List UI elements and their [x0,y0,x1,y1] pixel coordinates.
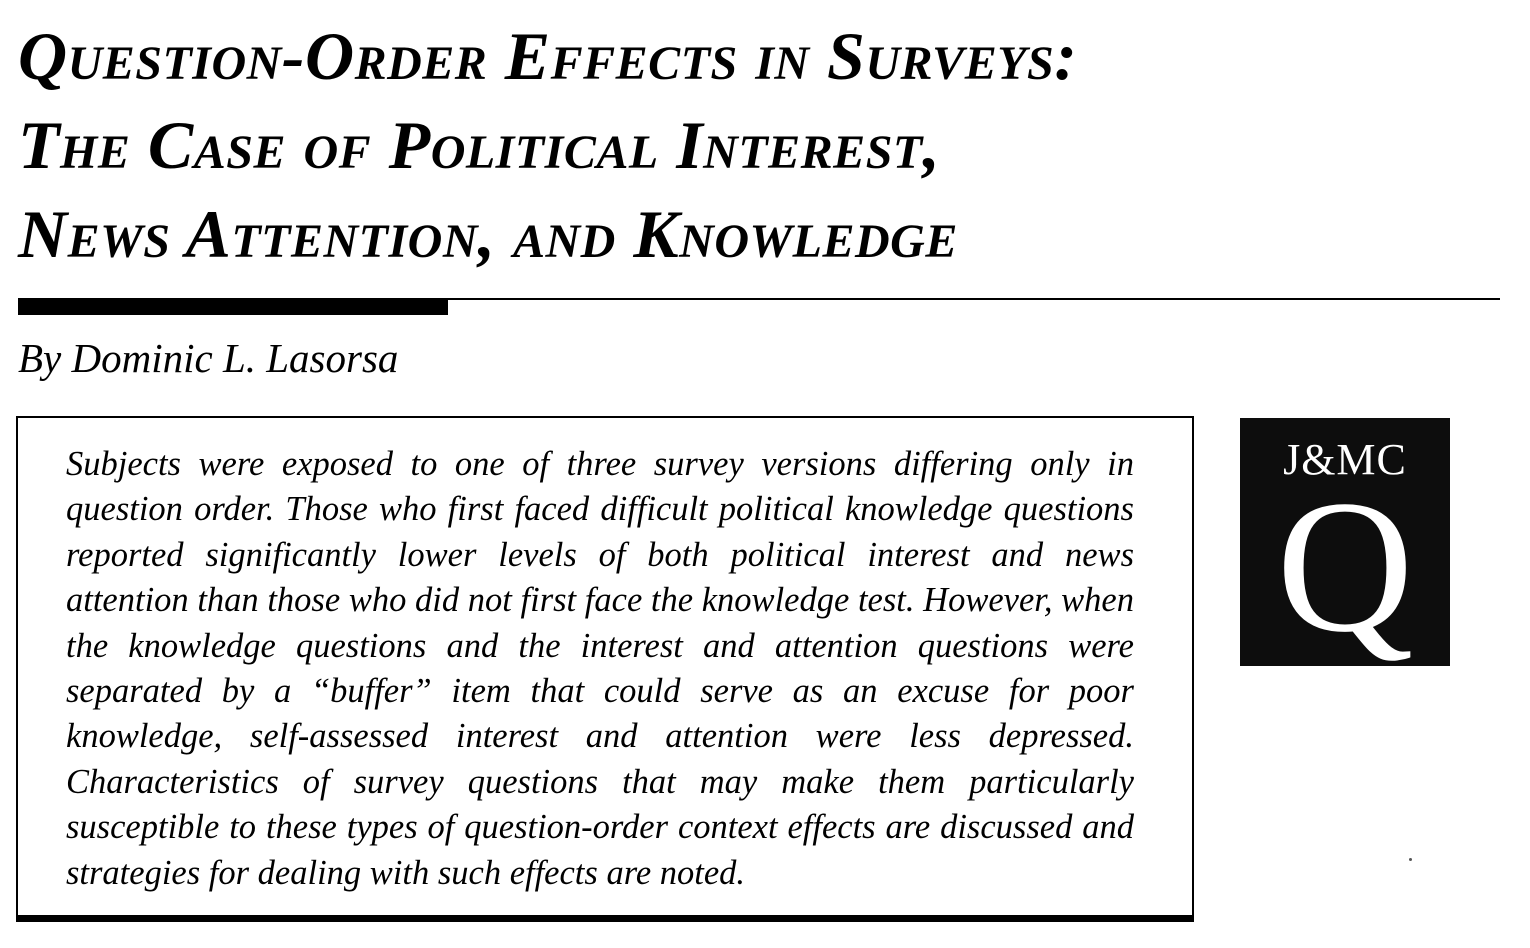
journal-logo-letter: Q [1276,462,1414,666]
abstract-box: Subjects were exposed to one of three su… [16,416,1194,922]
title-line-2: The Case of Political Interest, [18,107,941,183]
journal-logo: J&MC Q [1240,418,1450,666]
journal-logo-abbreviation: J&MC [1283,435,1407,484]
author-byline: By Dominic L. Lasorsa [18,335,399,381]
scan-speck [1409,858,1412,861]
article-title: Question-Order Effects in Surveys: The C… [18,12,1278,279]
title-divider-accent [18,298,448,315]
title-divider-rule [18,298,1500,300]
abstract-text: Subjects were exposed to one of three su… [66,445,1134,892]
title-line-3: News Attention, and Knowledge [18,196,958,272]
title-line-1: Question-Order Effects in Surveys: [18,18,1078,94]
